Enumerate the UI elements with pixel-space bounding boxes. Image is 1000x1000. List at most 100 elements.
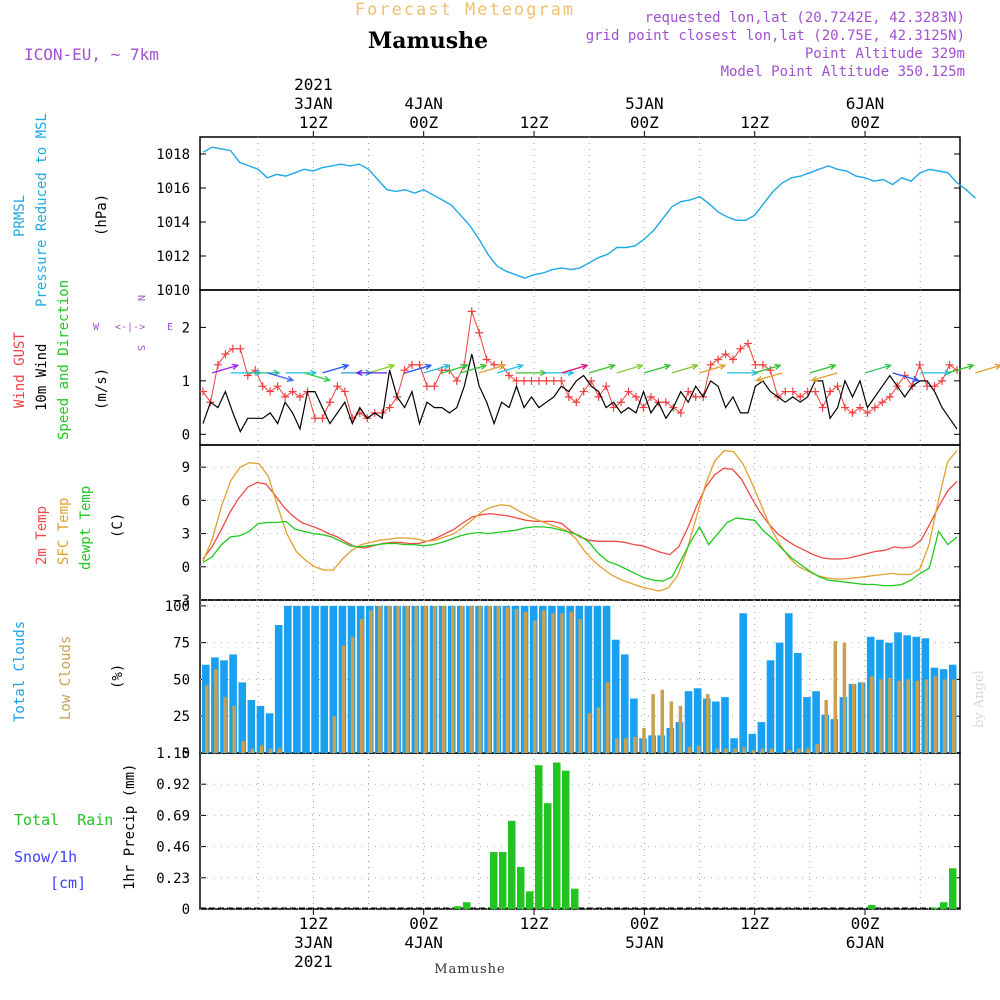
- gust-marker: [408, 360, 417, 369]
- low-cloud-bar: [569, 611, 573, 753]
- total-cloud-bar: [593, 605, 602, 753]
- gust-marker: [520, 376, 529, 385]
- y-tick-label: 0.69: [156, 808, 190, 824]
- total-cloud-bar: [302, 605, 310, 753]
- gust-marker: [833, 382, 842, 391]
- total-cloud-bar: [238, 682, 247, 753]
- grid-point-coords: grid point closest lon,lat (20.75E, 42.3…: [586, 28, 965, 44]
- low-clouds-label: Low Clouds: [58, 636, 74, 720]
- total-cloud-bar: [721, 697, 729, 753]
- watermark: by Angel: [972, 670, 987, 728]
- gust-marker: [213, 360, 222, 369]
- gust-marker: [743, 339, 752, 348]
- low-cloud-bar: [532, 620, 537, 753]
- gust-marker: [923, 382, 932, 391]
- gust-marker: [318, 414, 327, 423]
- total-cloud-bar: [229, 654, 237, 753]
- gust-marker: [661, 398, 670, 407]
- y-tick-label: 6: [182, 493, 190, 509]
- gust-marker: [811, 387, 820, 396]
- low-cloud-bar: [551, 613, 555, 753]
- low-cloud-bar: [223, 697, 227, 753]
- low-cloud-bar: [787, 750, 792, 753]
- wind-arrow: [515, 369, 548, 377]
- gust-marker: [609, 403, 618, 412]
- gust-marker: [400, 366, 409, 375]
- snow-cm-label: [cm]: [50, 874, 86, 892]
- rain-bar: [931, 907, 939, 909]
- low-cloud-bar: [405, 605, 409, 753]
- gust-marker: [684, 387, 693, 396]
- gust-marker: [527, 376, 536, 385]
- total-cloud-bar: [247, 700, 256, 753]
- total-cloud-bar: [693, 688, 702, 753]
- gust-marker: [430, 382, 439, 391]
- gust-marker: [781, 387, 790, 396]
- y-tick-label: 1012: [156, 249, 190, 265]
- total-cloud-bar: [684, 691, 693, 753]
- wind-arrow: [754, 363, 782, 374]
- total-cloud-bar: [611, 639, 620, 753]
- total-cloud-bar: [256, 705, 265, 753]
- low-cloud-bar: [523, 611, 528, 753]
- y-tick-label: 1010: [156, 283, 190, 299]
- total-cloud-bar: [584, 605, 593, 753]
- gust-marker: [915, 360, 924, 369]
- low-cloud-bar: [815, 744, 819, 753]
- y-tick-label: 25: [173, 709, 190, 725]
- low-cloud-bar: [924, 679, 929, 753]
- gust-line: [202, 311, 958, 420]
- wind-arrow: [478, 363, 506, 374]
- gust-marker: [751, 360, 760, 369]
- y-tick-label: 9: [182, 460, 190, 476]
- gust-marker: [818, 403, 827, 412]
- gust-marker: [691, 392, 700, 401]
- gust-marker: [706, 360, 715, 369]
- gust-marker: [587, 376, 596, 385]
- low-cloud-bar: [250, 748, 255, 753]
- gust-marker: [863, 408, 872, 417]
- gust-marker: [266, 387, 275, 396]
- wind-arrow: [405, 363, 433, 374]
- low-cloud-bar: [205, 685, 209, 753]
- low-cloud-bar: [414, 605, 419, 753]
- total-cloud-bar: [766, 660, 775, 753]
- gust-marker: [385, 403, 394, 412]
- compass-rose: W <-|-> E N S: [93, 295, 173, 351]
- y-tick-label: 0: [182, 560, 190, 576]
- low-cloud-bar: [915, 680, 920, 753]
- gust-marker: [639, 403, 648, 412]
- gust-marker: [788, 387, 797, 396]
- low-cloud-bar: [587, 713, 592, 753]
- wind-arrow: [727, 369, 759, 377]
- gust-marker: [624, 387, 633, 396]
- gust-marker: [310, 414, 319, 423]
- wind-direction-label: Speed and Direction: [56, 280, 72, 440]
- clouds-labels: Total Clouds Low Clouds (%): [12, 621, 126, 722]
- low-cloud-bar: [478, 605, 482, 753]
- low-cloud-bar: [542, 610, 546, 753]
- low-cloud-bar: [596, 707, 601, 753]
- time-label: 4JAN: [404, 933, 443, 952]
- pressure-plot: [202, 146, 976, 279]
- gust-marker: [564, 392, 573, 401]
- wind-arrow: [561, 363, 589, 374]
- wind-arrow: [355, 369, 387, 377]
- low-cloud-bar: [387, 605, 391, 753]
- gust-marker: [646, 392, 655, 401]
- low-cloud-bar: [396, 605, 400, 753]
- y-tick-label: 3: [182, 527, 190, 543]
- gust-marker: [512, 376, 521, 385]
- low-cloud-bar: [341, 645, 346, 753]
- point-altitude: Point Altitude 329m: [805, 46, 965, 62]
- low-cloud-bar: [469, 605, 473, 753]
- gust-marker: [482, 355, 491, 364]
- wind-arrow: [267, 372, 295, 382]
- total-cloud-bar: [329, 605, 338, 753]
- low-cloud-bar: [897, 680, 901, 753]
- wind-line: [202, 353, 958, 433]
- low-cloud-bar: [642, 727, 646, 753]
- low-cloud-bar: [715, 748, 719, 753]
- gust-marker: [199, 387, 207, 396]
- low-cloud-bar: [724, 748, 728, 753]
